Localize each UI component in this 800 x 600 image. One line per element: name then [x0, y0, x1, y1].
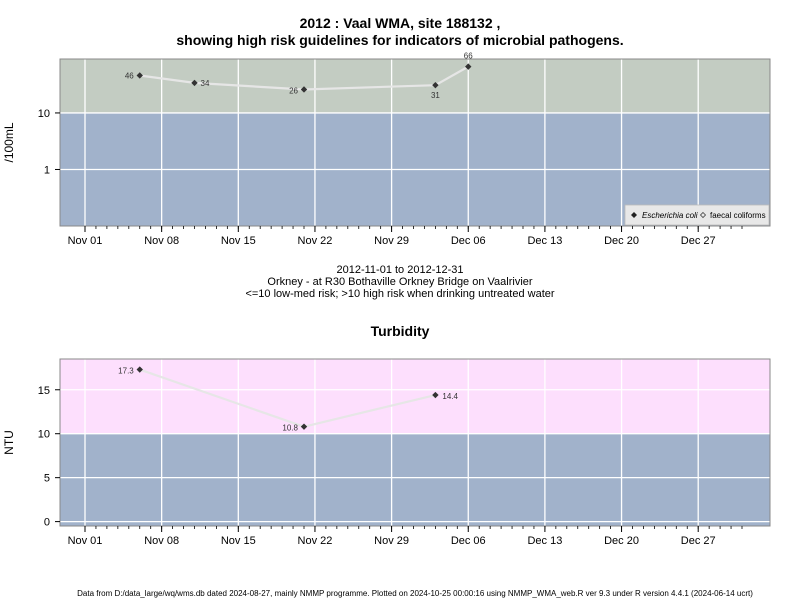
risk-note-text: <=10 low-med risk; >10 high risk when dr…: [245, 288, 555, 300]
x-tick-label: Dec 20: [604, 235, 639, 247]
x-tick-label: Nov 22: [298, 235, 333, 247]
legend-marker-ecoli: [631, 212, 637, 218]
y-axis-label: NTU: [2, 430, 16, 455]
x-tick-label: Dec 27: [681, 535, 716, 547]
footer-note: Data from D:/data_large/wq/wms.db dated …: [77, 589, 753, 598]
data-point: [300, 86, 308, 93]
data-point: [136, 366, 143, 373]
site-description-text: Orkney - at R30 Bothaville Orkney Bridge…: [267, 276, 533, 288]
x-tick-label: Dec 13: [527, 235, 562, 247]
chart-title-line1: 2012 : Vaal WMA, site 188132 ,: [299, 15, 501, 31]
data-point: [465, 63, 472, 70]
x-tick-label: Nov 29: [374, 235, 409, 247]
x-tick-label: Nov 08: [144, 535, 179, 547]
data-point: [191, 79, 198, 87]
x-tick-label: Nov 01: [68, 235, 103, 247]
data-label: 10.8: [282, 424, 298, 433]
x-tick-label: Nov 15: [221, 235, 256, 247]
date-range-text: 2012-11-01 to 2012-12-31: [336, 264, 464, 276]
turbidity-panel: 0 5 10 15 Nov 01 Nov 08 Nov 15 Nov 22 Nov 29 Dec …: [2, 358, 771, 547]
x-tick-label: Dec 06: [451, 535, 486, 547]
y-axis-label: /100mL: [2, 122, 16, 162]
x-tick-label: Nov 08: [144, 235, 179, 247]
data-point: [432, 81, 439, 89]
data-point: [432, 391, 439, 399]
low-risk-zone: [60, 433, 770, 526]
data-label: 26: [289, 86, 298, 95]
legend-label-faecal: faecal coliforms: [710, 211, 766, 220]
y-tick-label: 1: [44, 164, 50, 176]
legend-label-ecoli: Escherichia coli: [642, 211, 698, 220]
data-label: 17.3: [118, 367, 134, 376]
turbidity-title: Turbidity: [370, 323, 430, 339]
y-tick-label: 0: [44, 517, 50, 529]
y-tick-label: 10: [38, 429, 50, 441]
panel-frame: [59, 58, 771, 227]
legend-marker-faecal: [699, 211, 707, 219]
x-tick-label: Dec 13: [527, 535, 562, 547]
data-label: 66: [464, 52, 473, 61]
x-tick-label: Dec 06: [451, 235, 486, 247]
x-tick-label: Nov 29: [374, 535, 409, 547]
high-risk-zone: [60, 359, 770, 434]
microbial-panel: 1 10 Nov 01 Nov 08 Nov 15 Nov 22 Nov 29 Dec 06 D…: [2, 52, 771, 247]
data-label: 46: [125, 71, 134, 80]
panel-frame: [59, 358, 771, 527]
x-tick-label: Dec 27: [681, 235, 716, 247]
y-tick-label: 10: [38, 108, 50, 120]
x-tick-label: Nov 15: [221, 535, 256, 547]
data-label: 31: [431, 91, 440, 100]
x-tick-label: Nov 01: [68, 535, 103, 547]
x-tick-label: Dec 20: [604, 535, 639, 547]
y-tick-label: 5: [44, 473, 50, 485]
x-tick-label: Nov 22: [298, 535, 333, 547]
data-label: 34: [201, 79, 210, 88]
data-point: [136, 72, 143, 79]
y-tick-label: 15: [38, 385, 50, 397]
chart-title-line2: showing high risk guidelines for indicat…: [176, 32, 624, 48]
data-label: 14.4: [442, 392, 458, 401]
data-point: [300, 423, 308, 430]
legend-box: [624, 204, 770, 226]
